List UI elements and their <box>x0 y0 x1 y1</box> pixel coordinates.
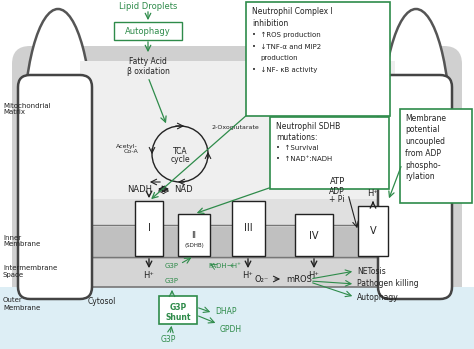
Text: Neutrophil SDHB: Neutrophil SDHB <box>276 122 340 131</box>
Text: ADP: ADP <box>329 187 345 196</box>
Text: G3P: G3P <box>160 334 176 343</box>
Text: Inner
Membrane: Inner Membrane <box>3 235 40 247</box>
Text: Neutrophil Complex I: Neutrophil Complex I <box>252 7 333 16</box>
Text: NETosis: NETosis <box>357 267 386 275</box>
Bar <box>55 257 425 289</box>
Text: O₂⁻: O₂⁻ <box>255 275 269 283</box>
Bar <box>0 289 474 349</box>
Text: H⁺: H⁺ <box>367 190 378 199</box>
FancyBboxPatch shape <box>114 22 182 40</box>
Text: Shunt: Shunt <box>165 312 191 321</box>
Bar <box>0 287 474 349</box>
FancyBboxPatch shape <box>159 296 197 324</box>
FancyBboxPatch shape <box>18 75 92 299</box>
Text: •  ↓TNF-α and MIP2: • ↓TNF-α and MIP2 <box>252 44 321 50</box>
Bar <box>80 64 395 227</box>
Text: Cytosol: Cytosol <box>88 297 117 305</box>
Text: mROS: mROS <box>286 275 312 283</box>
Bar <box>358 206 388 256</box>
FancyBboxPatch shape <box>246 2 390 116</box>
Text: H⁺: H⁺ <box>309 270 319 280</box>
Text: phospho-: phospho- <box>405 161 441 170</box>
Text: Mitochondrial
Matrix: Mitochondrial Matrix <box>3 103 51 116</box>
Text: cycle: cycle <box>170 156 190 164</box>
Text: 2-Oxoglutarate: 2-Oxoglutarate <box>212 125 260 129</box>
Text: Membrane: Membrane <box>405 114 446 123</box>
Text: G3P: G3P <box>169 304 187 312</box>
Text: G3P: G3P <box>165 278 179 284</box>
Text: ATP: ATP <box>330 178 345 186</box>
Text: inhibition: inhibition <box>252 19 288 28</box>
Bar <box>178 214 210 256</box>
Text: (SDHB): (SDHB) <box>184 244 204 248</box>
Text: DHAP: DHAP <box>215 306 237 315</box>
Text: mutations:: mutations: <box>276 133 318 142</box>
Bar <box>80 61 395 229</box>
Text: NADH: NADH <box>128 185 153 193</box>
Text: H⁺: H⁺ <box>243 270 254 280</box>
Text: •  ↑Survival: • ↑Survival <box>276 145 319 151</box>
Text: G3P: G3P <box>165 263 179 269</box>
Bar <box>232 201 265 256</box>
FancyBboxPatch shape <box>378 75 452 299</box>
Text: •  ↑NAD⁺:NADH: • ↑NAD⁺:NADH <box>276 156 332 162</box>
Text: •  ↓NF- κB activity: • ↓NF- κB activity <box>252 67 318 73</box>
Text: V: V <box>370 226 376 236</box>
Bar <box>80 259 395 287</box>
Text: production: production <box>260 55 298 61</box>
Text: from ADP: from ADP <box>405 149 441 158</box>
Bar <box>295 214 333 256</box>
Text: uncoupled: uncoupled <box>405 137 445 146</box>
Bar <box>110 69 365 224</box>
Text: TCA: TCA <box>173 147 187 156</box>
Text: + Pi: + Pi <box>329 195 345 205</box>
FancyBboxPatch shape <box>400 109 472 203</box>
Text: →H⁺: →H⁺ <box>227 263 242 269</box>
Bar <box>80 227 395 259</box>
Text: FADH: FADH <box>208 263 227 269</box>
Text: GPDH: GPDH <box>220 325 242 334</box>
Ellipse shape <box>381 9 451 269</box>
Bar <box>55 64 425 229</box>
Text: •  ↑ROS production: • ↑ROS production <box>252 32 321 38</box>
Text: Pathogen killing: Pathogen killing <box>357 280 419 289</box>
Text: Intermembrane
Space: Intermembrane Space <box>3 266 57 279</box>
Text: III: III <box>244 223 252 233</box>
Text: I: I <box>147 223 150 233</box>
FancyBboxPatch shape <box>12 46 462 312</box>
Text: H⁺: H⁺ <box>144 270 155 280</box>
Text: Outer
Membrane: Outer Membrane <box>3 297 40 311</box>
Bar <box>80 199 395 229</box>
Bar <box>55 224 425 259</box>
Text: rylation: rylation <box>405 172 435 181</box>
Text: Autophagy: Autophagy <box>357 292 399 302</box>
Bar <box>80 256 395 287</box>
Text: II: II <box>191 230 197 239</box>
Text: potential: potential <box>405 125 439 134</box>
Text: NAD: NAD <box>173 185 192 193</box>
Ellipse shape <box>23 9 93 269</box>
FancyBboxPatch shape <box>270 117 389 189</box>
Text: Acetyl-
Co-A: Acetyl- Co-A <box>116 143 138 154</box>
Text: Fatty Acid
β oxidation: Fatty Acid β oxidation <box>127 57 169 76</box>
Text: IV: IV <box>309 231 319 241</box>
Bar <box>135 201 163 256</box>
Text: Lipid Droplets: Lipid Droplets <box>119 2 177 11</box>
Text: Autophagy: Autophagy <box>125 27 171 36</box>
Bar <box>80 225 395 257</box>
